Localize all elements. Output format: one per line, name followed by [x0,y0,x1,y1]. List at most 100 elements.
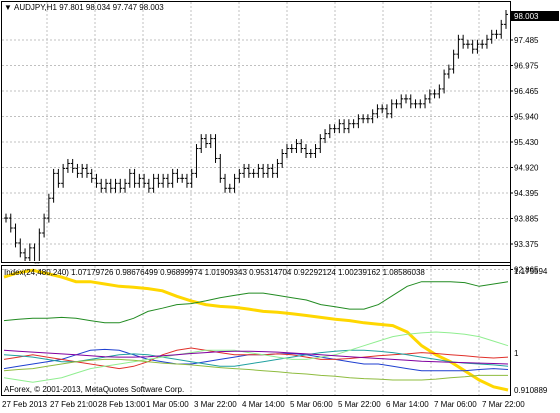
ohlc-bar [194,144,199,178]
ohlc-bar [299,139,304,154]
ohlc-bar [323,129,328,144]
ohlc-bar [113,178,118,193]
ohlc-bar [8,213,13,233]
index-series-line [3,349,509,367]
ohlc-bar [94,173,99,188]
ohlc-bar [327,124,332,139]
ohlc-bar [394,99,399,109]
dropdown-arrow-icon[interactable]: ▼ [4,3,12,12]
ohlc-bar [18,238,23,258]
ohlc-bar [351,119,356,129]
ohlc-bar [123,178,128,193]
ohlc-bar [232,173,237,193]
ohlc-bar [104,178,108,193]
ohlc-bar [256,163,261,178]
ohlc-bar [446,64,451,79]
symbol-header[interactable]: ▼ AUDJPY,H1 97.801 98.034 97.747 98.003 [4,3,164,12]
ohlc-bar [80,163,85,178]
ohlc-bar [213,134,218,163]
ohlc-bar [346,119,351,134]
ohlc-bar [413,99,418,109]
ohlc-bar [89,168,94,183]
ohlc-bar [165,173,170,188]
ohlc-series [4,9,508,264]
axes: 97.485 96.975 96.465 95.940 95.430 94.920 94.3… [2,36,539,409]
ohlc-bar [370,109,375,124]
ohlc-bar [70,158,75,173]
ohlc-bar [442,69,447,94]
ohlc-bar [356,114,361,129]
indicator-scale-mid: 1 [514,349,519,358]
ohlc-bar [465,39,470,49]
ohlc-bar [304,144,308,158]
copyright-text: AForex, © 2001-2013, MetaQuotes Software… [4,385,184,394]
price-axis-label: 96.975 [514,62,539,71]
ohlc-bar [499,19,504,39]
ohlc-bar [294,139,299,154]
ohlc-bar [389,99,394,119]
current-price-label: 98.003 [514,12,539,21]
ohlc-bar [99,178,104,193]
ohlc-bar [475,39,480,54]
ohlc-bar [161,173,166,188]
ohlc-bar [461,34,466,49]
ohlc-bar [284,144,289,158]
time-axis-label: 27 Feb 21:00 [50,400,98,409]
index-series-line [3,347,509,370]
ohlc-bar [108,178,113,193]
price-axis-label: 96.465 [514,87,539,96]
ohlc-bar [65,158,70,173]
price-axis-label: 93.375 [514,240,539,249]
price-pane[interactable] [1,1,511,263]
ohlc-bar [484,34,489,49]
ohlc-bar [399,94,404,109]
ohlc-bar [223,173,228,193]
ohlc-bar [204,134,208,149]
ohlc-bar [56,168,61,188]
index-series-line [3,358,508,381]
time-axis-label: 6 Mar 14:00 [386,400,429,409]
ohlc-bar [365,114,370,124]
ohlc-bar [46,193,51,223]
ohlc-bar [456,34,461,59]
ohlc-bar [132,168,137,188]
ohlc-bar [423,94,428,109]
ohlc-bar [180,173,185,183]
time-axis-label: 4 Mar 14:00 [242,400,285,409]
ohlc-bar [332,124,337,134]
time-axis-label: 5 Mar 22:00 [338,400,381,409]
ohlc-bar [118,178,123,193]
ohlc-bar [408,94,413,109]
indicator-pane[interactable] [1,265,511,396]
ohlc-bar [4,213,8,223]
ohlc-bar [61,163,66,188]
index-series-line [3,349,509,365]
ohlc-bar [337,119,342,134]
price-axis-label: 92.865 [514,266,539,275]
current-price-tag: 98.003 [511,11,559,21]
ohlc-bar [480,39,485,49]
ohlc-bar [227,183,232,193]
grid-layer [2,2,510,395]
ohlc-bar [432,89,437,99]
ohlc-bar [313,144,318,158]
ohlc-bar [427,89,432,104]
ohlc-bar [151,173,156,193]
ohlc-bar [308,149,313,158]
ohlc-bar [318,134,323,154]
index-series-line [3,331,509,383]
ohlc-bar [51,168,56,203]
ohlc-bar [37,228,42,264]
ohlc-bar [156,173,161,188]
ohlc-bar [189,168,194,188]
indicator-scale-bottom: 0.910889 [514,386,548,395]
ohlc-bar [84,163,89,178]
ohlc-bar [451,49,456,74]
time-axis-label: 7 Mar 06:00 [434,400,477,409]
price-axis-label: 94.920 [514,164,539,173]
time-axis-label: 1 Mar 05:00 [146,400,189,409]
ohlc-bar [175,168,180,183]
time-axis-label: 27 Feb 2013 [2,400,47,409]
